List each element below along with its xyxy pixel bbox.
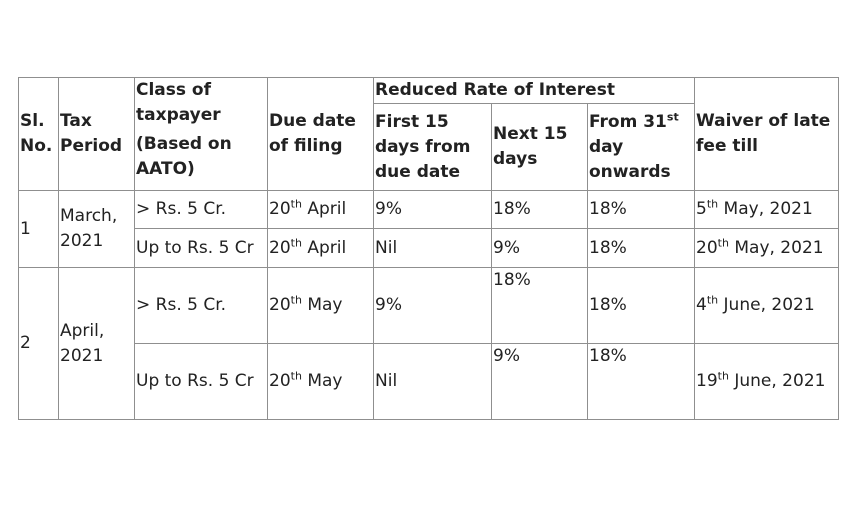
next15-rate-cell: 9% bbox=[491, 228, 588, 268]
header-class-line4: AATO) bbox=[136, 159, 195, 179]
header-from31-line2: day bbox=[589, 136, 624, 157]
header-tax-period: Tax Period bbox=[58, 77, 135, 191]
from31-rate-cell: 18% bbox=[586, 228, 696, 268]
class-cell: Up to Rs. 5 Cr bbox=[134, 343, 268, 420]
class-cell: > Rs. 5 Cr. bbox=[134, 267, 268, 344]
header-class-line3: (Based on bbox=[136, 134, 232, 154]
waiver-date-cell: 5th May, 2021 bbox=[694, 190, 840, 229]
header-class-line2: taxpayer bbox=[136, 105, 221, 125]
header-from31-line3: onwards bbox=[589, 161, 671, 182]
header-next15-line2: days bbox=[493, 149, 538, 169]
due-date-cell: 20th May bbox=[267, 343, 374, 420]
header-sl-no-line2: No. bbox=[20, 136, 53, 156]
first15-rate-cell: 9% bbox=[373, 267, 492, 344]
first15-rate-cell: Nil bbox=[373, 228, 492, 268]
header-row-1: Sl. No. Tax Period Class of taxpayer (Ba… bbox=[18, 77, 840, 191]
header-reduced-rate: Reduced Rate of Interest bbox=[372, 77, 696, 104]
from31-rate-cell: 18% bbox=[586, 343, 696, 420]
waiver-date-cell: 20th May, 2021 bbox=[694, 228, 840, 268]
table-row: 2 April, 2021 > Rs. 5 Cr. 20th May 9% 18… bbox=[18, 267, 840, 420]
first15-rate-cell: Nil bbox=[373, 343, 492, 420]
interest-rate-table: Sl. No. Tax Period Class of taxpayer (Ba… bbox=[18, 77, 840, 420]
header-sl-no: Sl. No. bbox=[18, 77, 59, 191]
header-class-line1: Class of bbox=[136, 80, 212, 100]
header-class-of-taxpayer: Class of taxpayer (Based on AATO) bbox=[134, 77, 268, 191]
next15-rate-cell: 18% bbox=[491, 190, 588, 229]
header-first-15-days: First 15 days from due date bbox=[373, 103, 492, 191]
header-due-date-line2: of filing bbox=[269, 136, 343, 156]
table-row: 1 March, 2021 > Rs. 5 Cr. 20th April 9% … bbox=[18, 190, 840, 268]
next15-rate-cell: 18% bbox=[491, 267, 588, 344]
header-waiver-line1: Waiver of late bbox=[696, 111, 831, 131]
next15-rate-cell: 9% bbox=[491, 343, 588, 420]
header-waiver: Waiver of late fee till bbox=[694, 77, 840, 191]
due-date-cell: 20th May bbox=[267, 267, 374, 344]
tax-period-cell: April, 2021 bbox=[58, 267, 135, 420]
table-row: Up to Rs. 5 Cr 20th May Nil 9% 18% 19th … bbox=[19, 343, 840, 420]
waiver-date-cell: 19th June, 2021 bbox=[694, 343, 840, 420]
class-cell: > Rs. 5 Cr. bbox=[134, 190, 268, 229]
header-due-date: Due date of filing bbox=[267, 77, 374, 191]
waiver-date-cell: 4th June, 2021 bbox=[694, 267, 840, 344]
header-row-2: First 15 days from due date Next 15 days… bbox=[19, 103, 839, 191]
class-cell: Up to Rs. 5 Cr bbox=[134, 228, 268, 268]
sl-no-cell: 2 bbox=[18, 267, 59, 420]
from31-rate-cell: 18% bbox=[586, 190, 696, 229]
header-tax-period-line2: Period bbox=[60, 136, 123, 156]
table-row: Up to Rs. 5 Cr 20th April Nil 9% 18% 20t… bbox=[19, 228, 840, 268]
header-next15-line1: Next 15 bbox=[493, 124, 568, 144]
due-date-cell: 20th April bbox=[267, 190, 374, 229]
tax-period-cell: March, 2021 bbox=[58, 190, 135, 268]
first15-rate-cell: 9% bbox=[373, 190, 492, 229]
due-date-cell: 20th April bbox=[267, 228, 374, 268]
header-from-31st-day: From 31st day onwards bbox=[586, 103, 696, 191]
header-tax-period-line1: Tax bbox=[60, 111, 92, 131]
sl-no-cell: 1 bbox=[18, 190, 59, 268]
from31-rate-cell: 18% bbox=[586, 267, 696, 344]
header-from31-line1: From 31st bbox=[589, 109, 679, 132]
header-sl-no-line1: Sl. bbox=[20, 111, 45, 131]
header-first15-line2: days from bbox=[375, 136, 471, 157]
header-first15-line3: due date bbox=[375, 161, 461, 182]
header-waiver-line2: fee till bbox=[696, 136, 758, 156]
header-first15-line1: First 15 bbox=[375, 111, 449, 132]
header-due-date-line1: Due date bbox=[269, 111, 356, 131]
header-next-15-days: Next 15 days bbox=[491, 103, 588, 191]
